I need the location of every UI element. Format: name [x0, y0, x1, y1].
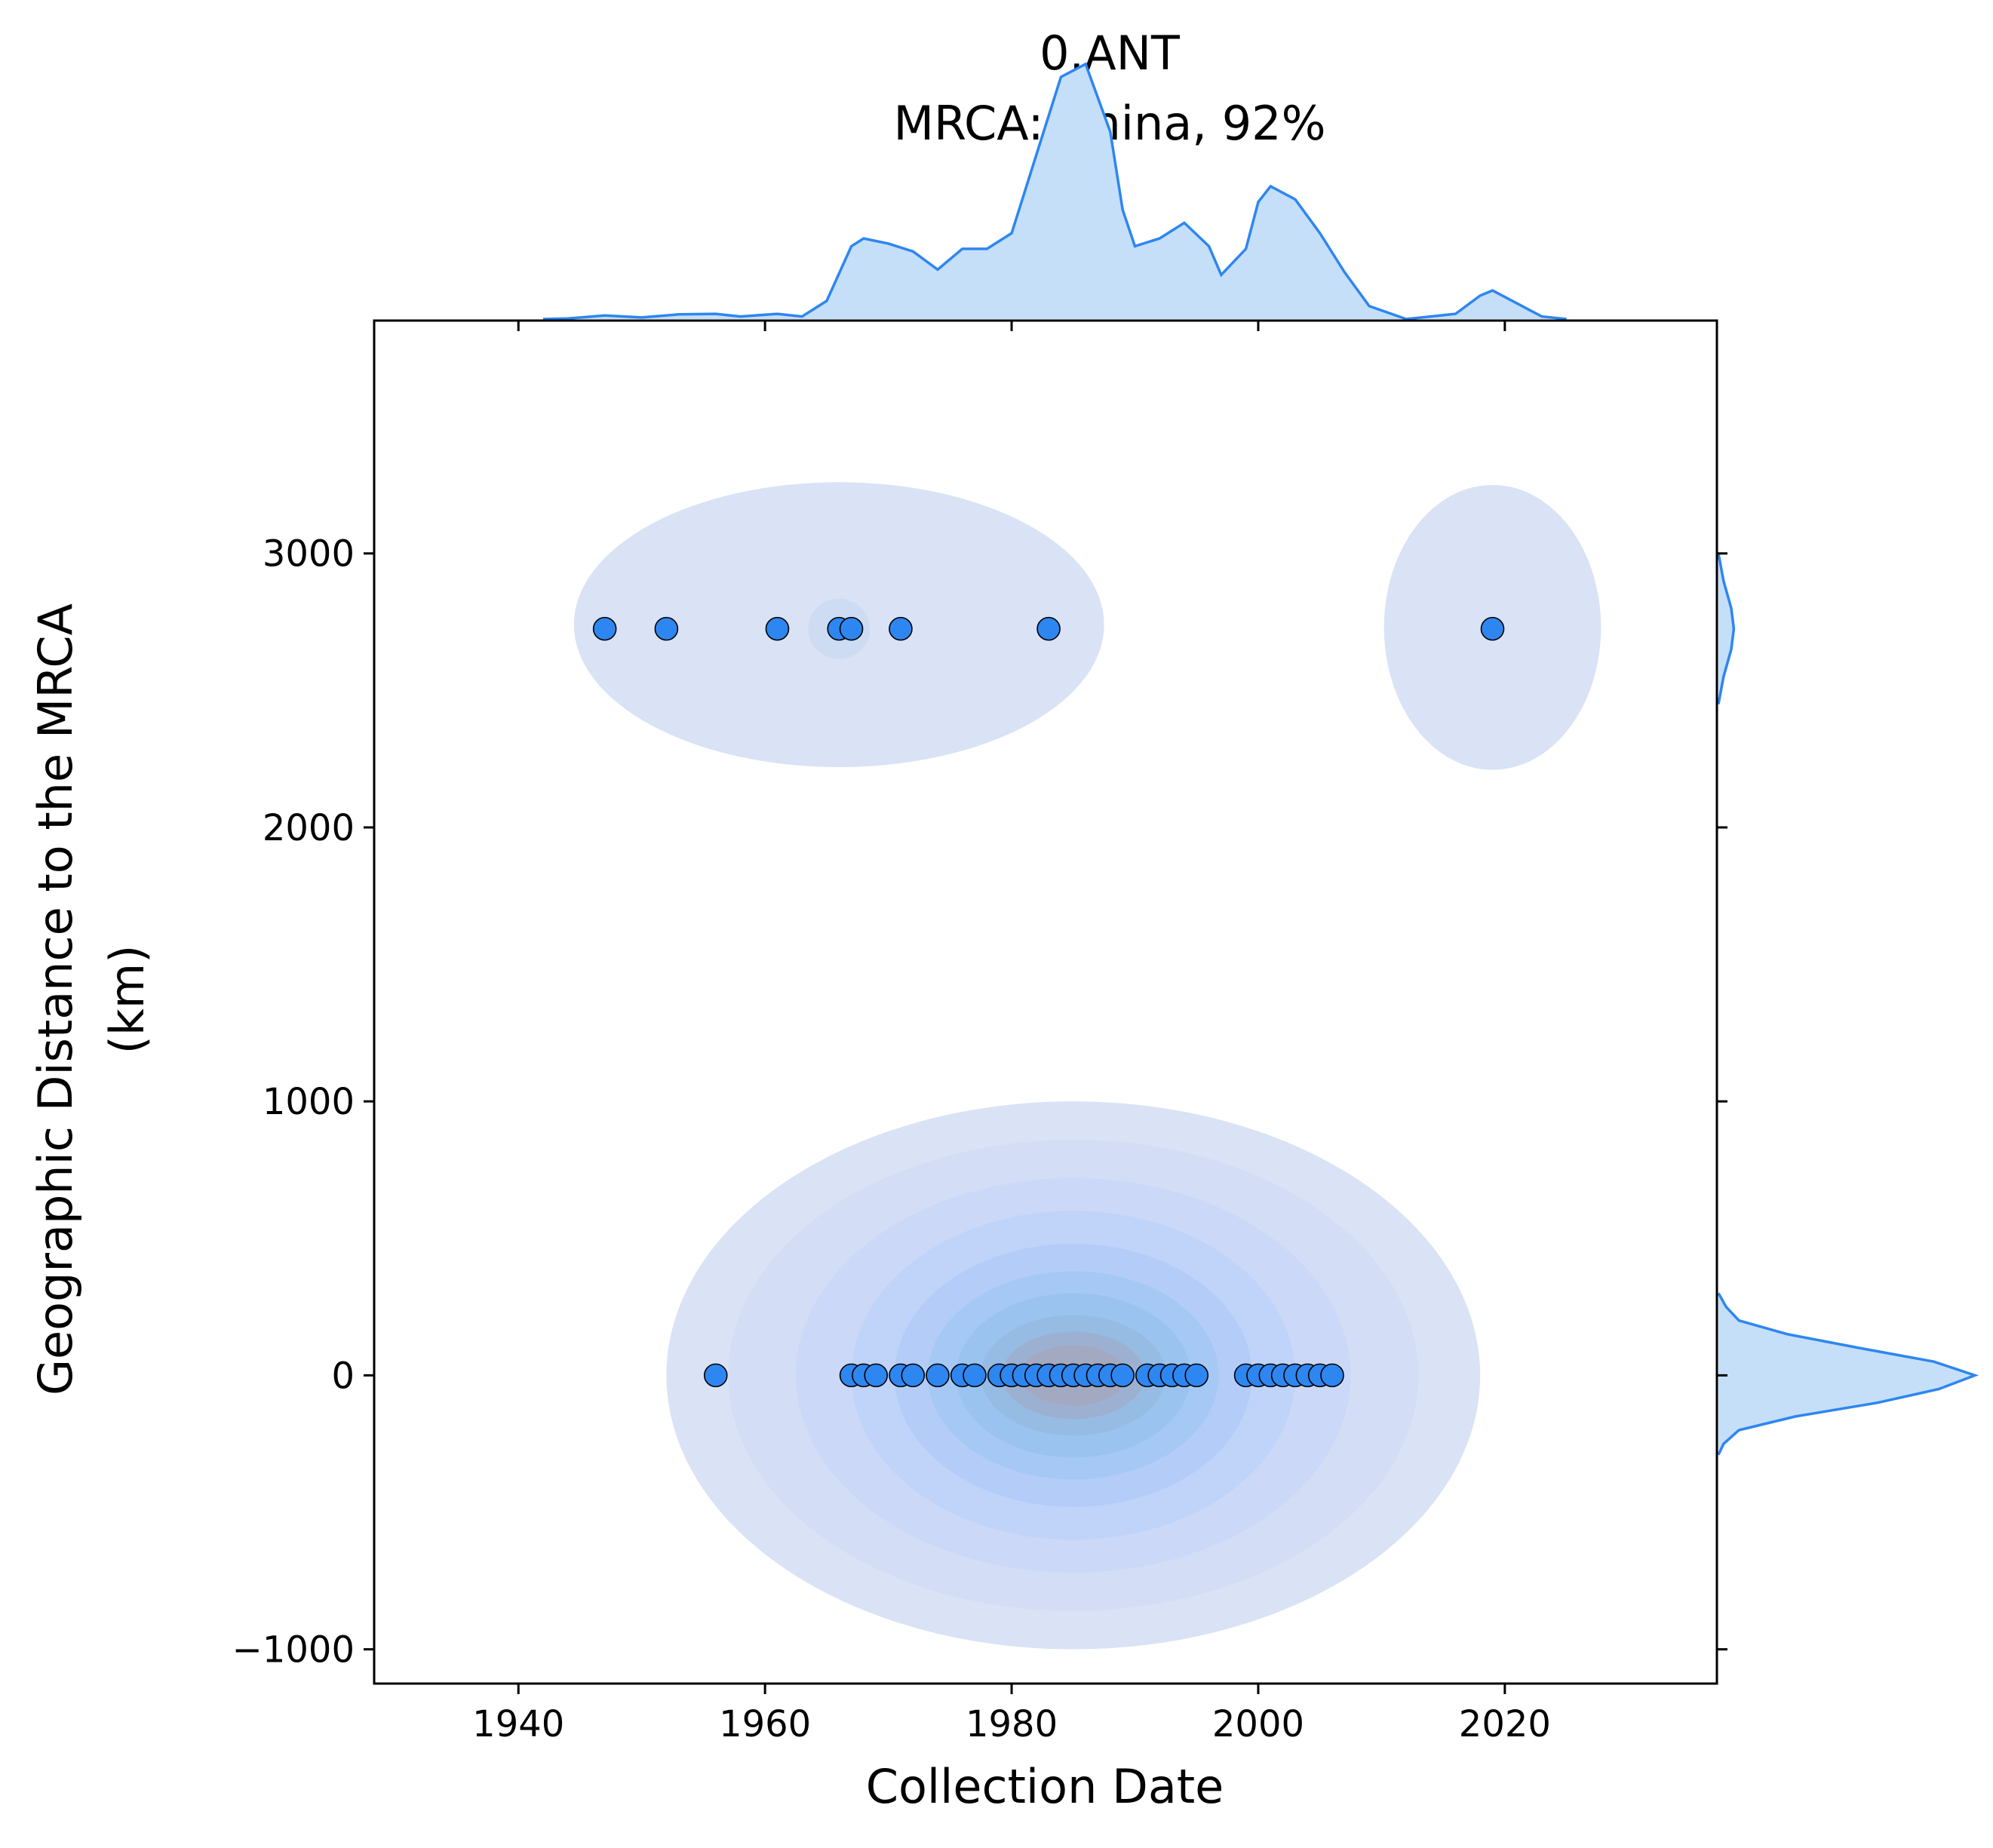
scatter-point: [1036, 616, 1061, 641]
y-tick-label: 1000: [263, 1081, 355, 1123]
y-tick-label: 0: [331, 1355, 355, 1397]
y-tick-label: 2000: [263, 807, 355, 849]
marginal-x-line: [542, 62, 1567, 321]
scatter-point: [889, 616, 913, 641]
x-axis-ticks: 1940 1960 1980 2000 2020: [472, 321, 1551, 1745]
marginal-y-density: [1717, 553, 1979, 1456]
marginal-y-fill-lower: [1718, 1293, 1975, 1455]
scatter-points: [592, 616, 1505, 1388]
scatter-point: [1480, 616, 1505, 641]
x-tick-label: 1940: [472, 1703, 564, 1745]
marginal-x-density: [542, 62, 1567, 321]
chart-title-line1: 0.ANT: [1039, 26, 1181, 81]
scatter-point: [654, 616, 679, 641]
scatter-point: [703, 1363, 728, 1388]
x-tick-label: 1960: [719, 1703, 811, 1745]
y-axis-title-line1: Geographic Distance to the MRCA: [28, 603, 83, 1395]
x-tick-label: 1980: [966, 1703, 1058, 1745]
scatter-point: [1110, 1363, 1135, 1388]
y-axis-ticks: −1000 0 1000 2000 3000: [232, 533, 1727, 1671]
y-tick-label: 3000: [263, 533, 355, 576]
scatter-point: [839, 616, 864, 641]
scatter-point: [901, 1363, 926, 1388]
y-axis-title-line2: (km): [100, 945, 155, 1054]
y-tick-label: −1000: [232, 1629, 355, 1671]
marginal-y-line-lower: [1717, 1292, 1979, 1456]
scatter-point: [864, 1363, 889, 1388]
marginal-y-line-upper: [1717, 553, 1736, 705]
scatter-point: [963, 1363, 987, 1388]
scatter-point: [765, 616, 790, 641]
scatter-point: [1184, 1363, 1209, 1388]
x-tick-label: 2020: [1459, 1703, 1551, 1745]
x-tick-label: 2000: [1212, 1703, 1304, 1745]
scatter-point: [592, 616, 617, 641]
plot-frame: [373, 319, 1718, 1685]
scatter-point: [926, 1363, 950, 1388]
scatter-point: [1320, 1363, 1344, 1388]
marginal-x-fill: [542, 63, 1567, 320]
marginal-y-fill-upper: [1718, 553, 1734, 705]
kde-contours: [573, 482, 1601, 1650]
x-axis-title: Collection Date: [866, 1759, 1224, 1814]
